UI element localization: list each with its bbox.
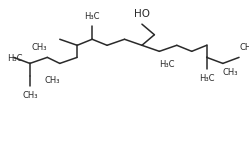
Text: H₃C: H₃C [199, 74, 214, 83]
Text: CH₃: CH₃ [45, 76, 60, 85]
Text: H₃C: H₃C [84, 12, 100, 21]
Text: H₃C: H₃C [7, 54, 23, 63]
Text: H₃C: H₃C [159, 60, 175, 69]
Text: CH₃: CH₃ [223, 68, 238, 77]
Text: CH₃: CH₃ [32, 43, 47, 52]
Text: HO: HO [134, 9, 150, 19]
Text: CH₃: CH₃ [22, 91, 38, 100]
Text: CH₃: CH₃ [239, 43, 249, 52]
